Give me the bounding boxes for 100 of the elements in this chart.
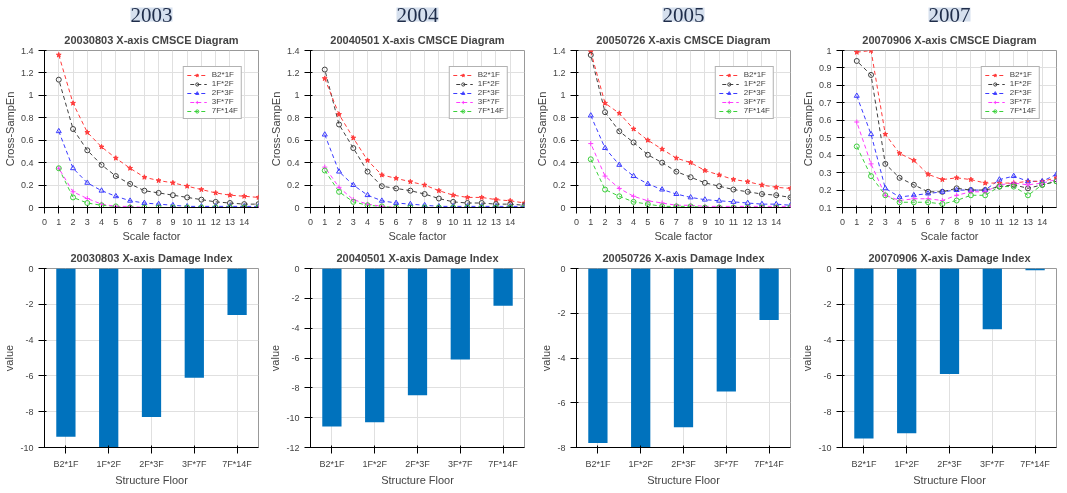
x-tick-label: 8 <box>954 216 960 227</box>
y-tick-label: 1.2 <box>20 67 34 78</box>
y-tick-label: -8 <box>25 406 34 417</box>
x-tick-label: 2F*3F <box>139 458 165 469</box>
y-tick-label: -2 <box>557 308 566 319</box>
legend-label: B2*1F <box>211 70 234 79</box>
y-tick-label: -8 <box>291 382 300 393</box>
y-tick-label: -4 <box>291 323 300 334</box>
x-tick-label: 1 <box>56 216 62 227</box>
y-tick-label: 0 <box>28 263 34 274</box>
y-axis-title: Cross-SampEn <box>801 91 814 167</box>
chart-title: 20050726 X-axis Damage Index <box>602 251 766 264</box>
x-tick-label: 13 <box>490 216 501 227</box>
x-tick-label: 1F*2F <box>362 458 388 469</box>
y-axis-title: value <box>540 344 553 372</box>
y-tick-label: 0.6 <box>552 135 566 146</box>
x-tick-label: 1F*2F <box>894 458 920 469</box>
y-tick-label: 0.2 <box>552 180 566 191</box>
x-tick-label: 3F*7F <box>448 458 474 469</box>
x-tick-label: 6 <box>127 216 133 227</box>
x-tick-label: 12 <box>476 216 487 227</box>
y-tick-label: -8 <box>557 442 566 453</box>
y-tick-label: -4 <box>557 353 566 363</box>
y-tick-label: 0.9 <box>818 62 832 73</box>
legend-label: 3F*7F <box>1009 97 1032 106</box>
x-tick-label: 11 <box>196 216 207 227</box>
x-axis-title: Structure Floor <box>647 473 721 486</box>
x-axis-title: Scale factor <box>920 229 979 242</box>
x-tick-label: 7F*14F <box>222 458 253 469</box>
x-tick-label: 0 <box>840 216 846 227</box>
y-tick-label: 0 <box>28 202 34 213</box>
chart-title: 20070906 X-axis Damage Index <box>868 251 1032 264</box>
chart-title: 20030803 X-axis Damage Index <box>70 251 234 264</box>
y-tick-label: 1 <box>28 90 34 101</box>
legend-label: 1F*2F <box>1009 79 1032 88</box>
x-tick-label: 9 <box>436 216 442 227</box>
y-tick-label: 0.2 <box>818 185 832 196</box>
x-tick-label: 11 <box>728 216 739 227</box>
legend-label: 2F*3F <box>211 88 234 97</box>
x-tick-label: 3 <box>882 216 888 227</box>
x-tick-label: 1 <box>322 216 328 227</box>
x-tick-label: 7F*14F <box>488 458 519 469</box>
y-tick-label: -10 <box>20 442 34 453</box>
chart-title: 20030803 X-axis CMSCE Diagram <box>64 33 239 46</box>
y-tick-label: 1.2 <box>286 67 300 78</box>
x-tick-label: 10 <box>980 216 991 227</box>
x-tick-label: 10 <box>182 216 193 227</box>
x-tick-label: 2 <box>602 216 608 227</box>
y-tick-label: -4 <box>823 335 832 346</box>
x-tick-label: 5 <box>113 216 119 227</box>
x-tick-label: 4 <box>365 216 371 227</box>
x-tick-label: 3 <box>84 216 90 227</box>
y-tick-label: -2 <box>25 299 34 310</box>
chart-subtitle: 2003 <box>130 2 173 27</box>
x-tick-label: 10 <box>714 216 725 227</box>
x-tick-label: 6 <box>925 216 931 227</box>
y-axis-title: value <box>269 344 282 372</box>
legend-label: 7F*14F <box>477 106 504 115</box>
chart-title: 20070906 X-axis CMSCE Diagram <box>862 33 1037 46</box>
x-tick-label: B2*1F <box>851 458 877 469</box>
x-tick-label: 1 <box>854 216 860 227</box>
y-tick-label: -12 <box>286 442 300 453</box>
x-tick-label: 2F*3F <box>405 458 431 469</box>
x-tick-label: 5 <box>645 216 651 227</box>
x-tick-label: 12 <box>210 216 221 227</box>
legend-label: 2F*3F <box>743 88 766 97</box>
y-tick-label: -6 <box>25 370 34 381</box>
legend-label: 1F*2F <box>211 79 234 88</box>
y-tick-label: -2 <box>291 293 300 304</box>
x-tick-label: 8 <box>688 216 694 227</box>
x-tick-label: 7 <box>407 216 413 227</box>
x-tick-label: 5 <box>911 216 917 227</box>
legend-label: B2*1F <box>477 70 500 79</box>
y-axis-title: value <box>801 344 814 372</box>
y-tick-label: 1.4 <box>552 45 566 56</box>
x-tick-label: 13 <box>756 216 767 227</box>
y-tick-label: 1.2 <box>552 67 566 78</box>
x-tick-label: 4 <box>99 216 105 227</box>
y-tick-label: -10 <box>818 442 832 453</box>
legend-label: 7F*14F <box>211 106 238 115</box>
x-tick-label: 3F*7F <box>980 458 1006 469</box>
x-tick-label: 0 <box>308 216 314 227</box>
x-tick-label: 1 <box>588 216 594 227</box>
y-tick-label: -10 <box>286 412 300 423</box>
x-tick-label: 0 <box>42 216 48 227</box>
x-tick-label: 3F*7F <box>182 458 208 469</box>
y-tick-label: -8 <box>823 406 832 417</box>
y-tick-label: 0 <box>560 202 566 213</box>
x-tick-label: 3 <box>350 216 356 227</box>
x-tick-label: 8 <box>422 216 428 227</box>
chart-subtitle: 2005 <box>662 2 705 27</box>
chart-title: 20050726 X-axis CMSCE Diagram <box>596 33 771 46</box>
legend-label: 3F*7F <box>477 97 500 106</box>
x-axis-title: Scale factor <box>122 229 181 242</box>
y-tick-label: 0.8 <box>286 112 300 123</box>
x-tick-label: 7 <box>141 216 147 227</box>
x-axis-title: Structure Floor <box>115 473 189 486</box>
legend-label: 7F*14F <box>743 106 770 115</box>
x-tick-label: 2 <box>868 216 874 227</box>
y-axis-title: Cross-SampEn <box>269 91 282 167</box>
